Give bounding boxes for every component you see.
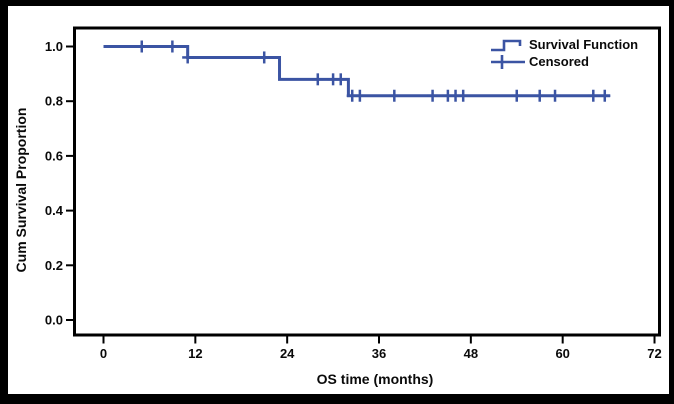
x-tick-label: 24: [280, 346, 295, 361]
plus-icon: [491, 55, 525, 69]
x-tick-label: 48: [464, 346, 478, 361]
legend-item-censored: Censored: [489, 54, 638, 70]
y-axis-title: Cum Survival Proportion: [13, 107, 29, 273]
y-tick-label: 0.8: [45, 94, 63, 109]
y-tick-label: 1.0: [45, 39, 63, 54]
x-tick-label: 72: [647, 346, 661, 361]
y-tick-label: 0.6: [45, 148, 63, 163]
x-tick-label: 12: [188, 346, 202, 361]
y-tick-label: 0.2: [45, 258, 63, 273]
x-tick-label: 0: [100, 346, 107, 361]
x-tick-label: 60: [555, 346, 569, 361]
step-line-icon: [491, 39, 522, 52]
plot-frame: [73, 26, 661, 337]
legend: Survival Function Censored: [489, 37, 638, 70]
x-axis-title: OS time (months): [316, 371, 434, 387]
y-tick-label: 0.4: [45, 203, 64, 218]
legend-item-survival-function: Survival Function: [489, 37, 638, 53]
legend-label-censored: Censored: [529, 54, 589, 69]
legend-label-survival-function: Survival Function: [529, 37, 639, 52]
y-tick-label: 0.0: [45, 313, 63, 328]
survival-curve: [103, 45, 611, 98]
x-tick-label: 36: [372, 346, 386, 361]
